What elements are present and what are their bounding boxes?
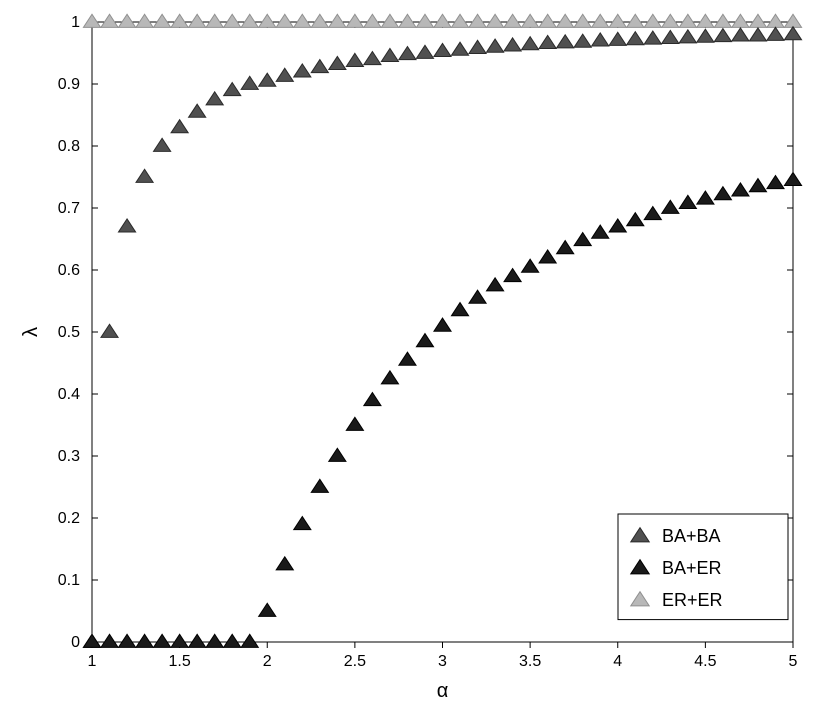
y-tick-label: 0.8: [58, 138, 80, 155]
x-axis-label: α: [437, 680, 449, 702]
legend: BA+BA BA+ER ER+ER: [618, 514, 788, 620]
y-tick-label: 0.7: [58, 200, 80, 217]
x-tick-label: 4.5: [694, 653, 716, 670]
scatter-chart: 1 1.5 2 2.5 3 3.5 4 4.5 5 0 0.1 0.2 0.3 0.4 0.5 0.6 0.7 0…: [0, 0, 823, 717]
x-tick-label: 1.5: [169, 653, 191, 670]
y-tick-label: 1: [71, 14, 80, 31]
x-tick-label: 5: [789, 653, 798, 670]
y-tick-label: 0.5: [58, 324, 80, 341]
y-tick-label: 0.4: [58, 386, 80, 403]
x-tick-label: 2: [263, 653, 272, 670]
chart-container: 1 1.5 2 2.5 3 3.5 4 4.5 5 0 0.1 0.2 0.3 0.4 0.5 0.6 0.7 0…: [0, 0, 823, 717]
y-axis-label: λ: [20, 327, 42, 337]
y-tick-label: 0.6: [58, 262, 80, 279]
y-tick-label: 0.9: [58, 76, 80, 93]
x-tick-label: 3.5: [519, 653, 541, 670]
x-tick-label: 3: [438, 653, 447, 670]
x-tick-label: 4: [613, 653, 622, 670]
x-tick-label: 1: [88, 653, 97, 670]
legend-label-erer: ER+ER: [662, 590, 723, 610]
y-tick-label: 0.2: [58, 510, 80, 527]
legend-label-baer: BA+ER: [662, 558, 722, 578]
y-tick-label: 0.1: [58, 572, 80, 589]
legend-label-baba: BA+BA: [662, 526, 721, 546]
x-tick-label: 2.5: [344, 653, 366, 670]
y-tick-label: 0: [71, 634, 80, 651]
y-tick-label: 0.3: [58, 448, 80, 465]
